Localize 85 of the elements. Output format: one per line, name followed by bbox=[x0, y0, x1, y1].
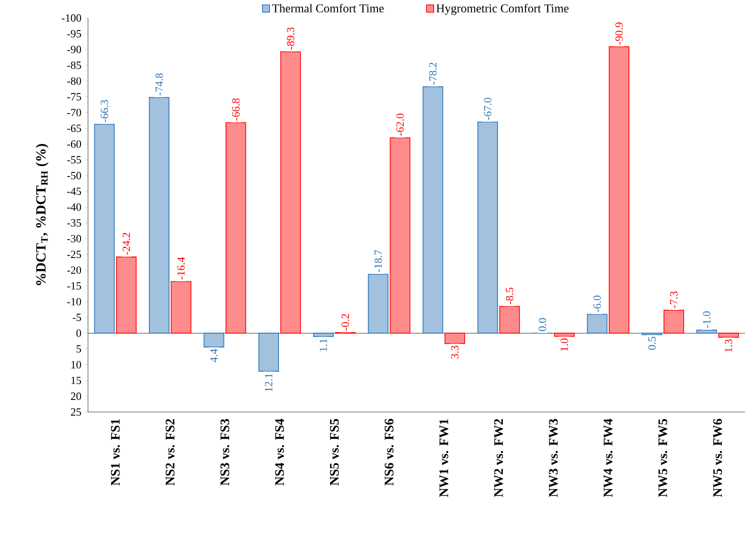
y-tick-label: 5 bbox=[76, 345, 82, 353]
bar bbox=[608, 46, 630, 334]
data-label: 4.4 bbox=[210, 348, 218, 362]
bar bbox=[477, 122, 498, 334]
y-axis-title: %DCT$_{T}$, %DCT$_{RH}$ (%) bbox=[36, 144, 48, 286]
y-tick-label: -35 bbox=[67, 219, 82, 227]
bar bbox=[422, 86, 444, 334]
bar bbox=[204, 332, 224, 348]
data-label: 1.3 bbox=[724, 339, 732, 352]
data-label: 1.1 bbox=[320, 339, 328, 352]
data-label: -89.3 bbox=[286, 28, 294, 50]
bar bbox=[664, 310, 684, 334]
bar bbox=[94, 124, 115, 334]
bar bbox=[390, 137, 410, 334]
x-tick-label: NW4 vs. FW4 bbox=[604, 418, 613, 497]
data-label: -67.0 bbox=[484, 98, 492, 120]
bar bbox=[313, 332, 334, 338]
x-tick-label: NS4 vs. FS4 bbox=[275, 418, 284, 486]
x-tick-label: NW3 vs. FW3 bbox=[548, 418, 558, 497]
y-tick-label: -20 bbox=[67, 266, 82, 274]
bar bbox=[368, 274, 388, 334]
x-tick-label: NS1 vs. FS1 bbox=[110, 419, 120, 486]
x-tick-label: NW1 vs. FW1 bbox=[439, 419, 448, 497]
bar bbox=[718, 332, 739, 338]
bar bbox=[226, 122, 246, 334]
bar bbox=[116, 256, 137, 334]
data-label: -90.9 bbox=[615, 22, 623, 45]
y-tick-label: -85 bbox=[67, 62, 82, 69]
x-tick-label: NS2 vs. FS2 bbox=[166, 419, 175, 486]
y-tick-label: -70 bbox=[67, 108, 82, 116]
data-label: -6.0 bbox=[593, 296, 601, 312]
y-tick-label: 15 bbox=[71, 376, 82, 384]
bar bbox=[148, 97, 170, 334]
data-label: 12.1 bbox=[264, 374, 272, 392]
y-tick-label: -25 bbox=[67, 250, 82, 258]
y-tick-label: -80 bbox=[67, 77, 82, 85]
bar bbox=[258, 332, 279, 372]
data-label: -24.2 bbox=[122, 232, 130, 255]
data-label: 0.5 bbox=[648, 336, 656, 350]
bar bbox=[499, 306, 520, 334]
x-tick-label: NS3 vs. FS3 bbox=[220, 418, 230, 486]
data-label: -18.7 bbox=[374, 250, 382, 272]
y-tick-label: -55 bbox=[67, 156, 82, 164]
x-tick-label: NS5 vs. FS5 bbox=[330, 419, 339, 486]
y-tick-label: -10 bbox=[67, 298, 82, 306]
y-tick-label: 25 bbox=[70, 408, 82, 416]
data-label: 3.3 bbox=[451, 346, 459, 359]
y-tick-label: -95 bbox=[67, 30, 82, 38]
y-tick-label: -30 bbox=[67, 234, 82, 242]
data-label: -66.8 bbox=[232, 98, 240, 121]
y-tick-label: 10 bbox=[71, 361, 82, 368]
bar bbox=[280, 51, 301, 334]
x-tick-label: NW5 vs. FW6 bbox=[713, 418, 722, 497]
data-label: 0.0 bbox=[538, 318, 546, 332]
y-tick-label: 0 bbox=[76, 329, 82, 337]
y-tick-label: -50 bbox=[67, 172, 82, 180]
y-tick-label: -5 bbox=[72, 314, 82, 322]
data-label: -16.4 bbox=[177, 257, 185, 280]
y-tick-label: 20 bbox=[70, 392, 82, 400]
y-tick-label: -40 bbox=[67, 203, 82, 211]
legend-label: Thermal Comfort Time bbox=[272, 4, 384, 12]
data-label: -78.2 bbox=[429, 62, 437, 85]
x-tick-label: NW5 vs. FW5 bbox=[658, 419, 668, 497]
bar bbox=[444, 332, 466, 344]
y-tick-label: -100 bbox=[62, 14, 82, 22]
y-tick-label: -90 bbox=[67, 46, 82, 54]
data-label: 1.0 bbox=[560, 338, 568, 351]
data-label: -66.3 bbox=[100, 100, 108, 122]
y-tick-label: -75 bbox=[67, 93, 82, 100]
x-tick-label: NS6 vs. FS6 bbox=[384, 418, 394, 486]
data-label: -62.0 bbox=[396, 114, 404, 136]
x-tick-label: NW2 vs. FW2 bbox=[494, 419, 504, 497]
y-tick-label: -60 bbox=[67, 140, 82, 148]
data-label: -7.3 bbox=[670, 292, 678, 308]
bar bbox=[696, 330, 717, 334]
data-label: -0.2 bbox=[342, 314, 350, 330]
data-label: -8.5 bbox=[506, 288, 514, 304]
data-label: -1.0 bbox=[702, 311, 710, 328]
y-tick-label: -65 bbox=[67, 124, 82, 132]
bar bbox=[170, 281, 192, 334]
bar bbox=[586, 314, 608, 334]
data-label: -74.8 bbox=[155, 73, 163, 96]
y-tick-label: -45 bbox=[67, 188, 82, 196]
y-tick-label: -15 bbox=[67, 282, 82, 290]
legend-label: Hygrometric Comfort Time bbox=[436, 4, 569, 15]
